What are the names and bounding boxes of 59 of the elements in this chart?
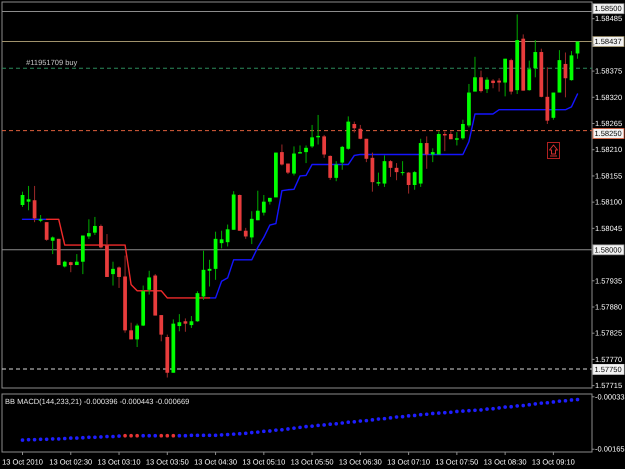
candlestick xyxy=(352,121,356,134)
candlestick xyxy=(135,323,140,348)
candlestick xyxy=(485,76,489,94)
candlestick xyxy=(358,124,362,140)
candlestick xyxy=(400,160,404,176)
candlestick xyxy=(576,41,580,60)
candlestick xyxy=(32,185,36,223)
candlestick xyxy=(461,119,465,140)
candlestick xyxy=(256,190,260,221)
candlestick xyxy=(436,131,441,155)
candlestick xyxy=(226,224,230,247)
candlestick xyxy=(388,160,392,178)
candlestick xyxy=(292,146,296,176)
candlestick xyxy=(473,56,477,92)
candlestick xyxy=(491,78,495,89)
candlestick xyxy=(111,261,115,286)
candlestick xyxy=(364,138,368,163)
candlestick xyxy=(382,154,386,188)
candlestick xyxy=(497,78,501,92)
candlestick xyxy=(44,222,49,242)
candlestick xyxy=(244,227,248,240)
candlestick xyxy=(503,58,507,97)
candlestick xyxy=(262,194,266,216)
candlestick xyxy=(406,172,410,194)
candlestick xyxy=(316,114,320,145)
candlestick xyxy=(430,148,435,163)
candlestick xyxy=(304,144,308,164)
candlestick xyxy=(527,60,532,92)
candlestick xyxy=(93,216,97,236)
candlestick xyxy=(394,162,398,181)
candlestick xyxy=(412,170,417,190)
candlestick xyxy=(442,131,447,152)
candlestick xyxy=(250,210,254,245)
candlestick xyxy=(424,136,429,170)
candlestick xyxy=(20,191,24,208)
candlestick xyxy=(334,160,338,182)
candlestick xyxy=(280,144,284,166)
candlestick xyxy=(159,314,164,342)
line-series xyxy=(46,218,210,299)
candlestick xyxy=(129,322,133,340)
candlestick xyxy=(533,40,538,78)
candlestick xyxy=(147,270,152,296)
candlestick xyxy=(286,163,290,175)
candlestick xyxy=(322,134,326,158)
candlestick xyxy=(479,70,483,94)
candlestick xyxy=(545,66,550,124)
candlestick xyxy=(564,52,568,98)
candlestick xyxy=(328,154,332,180)
candlestick xyxy=(208,259,212,287)
candlestick xyxy=(177,314,182,332)
candlestick xyxy=(99,224,103,249)
candlestick xyxy=(340,145,344,170)
candlestick xyxy=(310,124,314,148)
candlestick xyxy=(68,261,73,273)
candlestick xyxy=(220,230,224,249)
candlestick xyxy=(87,218,91,240)
candlestick xyxy=(376,172,380,186)
candlestick xyxy=(117,266,121,288)
candlestick xyxy=(190,316,194,328)
